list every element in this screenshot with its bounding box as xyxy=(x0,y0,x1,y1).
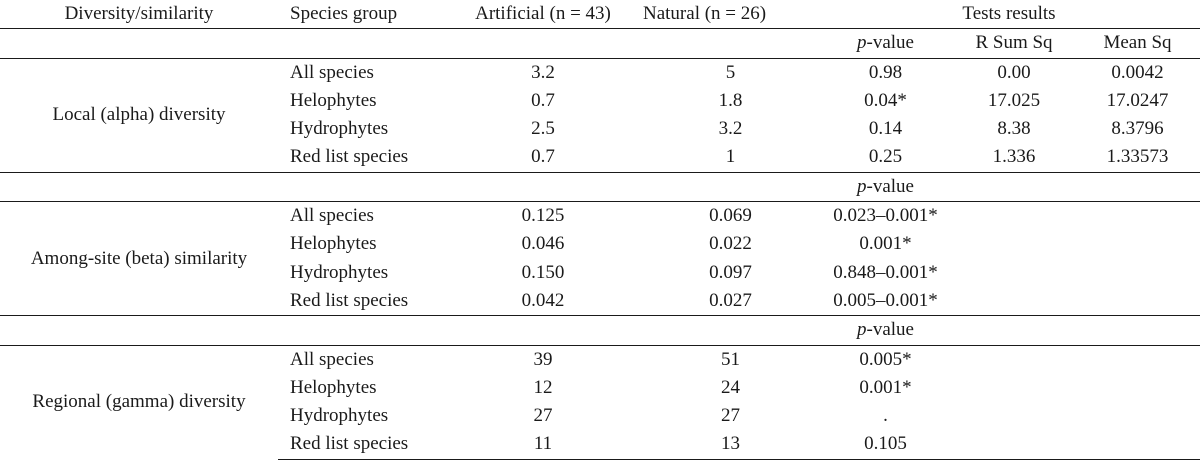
natural-value: 0.027 xyxy=(709,289,752,311)
artificial-value: 2.5 xyxy=(531,118,555,140)
p-value: 0.04* xyxy=(864,89,907,111)
species-group: Helophytes xyxy=(290,89,377,111)
mean-value: 0.0042 xyxy=(1075,57,1200,87)
table-row: Local (alpha) diversity All species 3.2 … xyxy=(0,57,1200,173)
p-value: 0.005–0.001* xyxy=(833,289,938,311)
mean-value: 8.3796 xyxy=(1111,118,1164,140)
table-row: Helophytes 12 24 0.001* xyxy=(0,374,1200,402)
artificial-value: 39 xyxy=(443,344,643,374)
species-group: Hydrophytes xyxy=(290,118,389,140)
rsum-value: 1.336 xyxy=(992,146,1036,168)
p-value: 0.25 xyxy=(868,146,903,168)
section-label: Regional (gamma) diversity xyxy=(0,344,278,460)
subheader-row: p-value R Sum Sq Mean Sq xyxy=(0,28,1200,59)
natural-value: 51 xyxy=(643,344,818,374)
table-row: Helophytes 0.7 1.8 0.04* 17.025 17.0247 xyxy=(0,87,1200,115)
species-group: Red list species xyxy=(290,146,409,168)
table-row: Regional (gamma) diversity All species 3… xyxy=(0,344,1200,460)
header-species-group: Species group xyxy=(290,3,398,24)
species-group: Hydrophytes xyxy=(290,405,389,427)
natural-value: 1.8 xyxy=(718,89,743,111)
species-group: All species xyxy=(278,201,443,231)
artificial-value: 0.046 xyxy=(521,233,565,255)
rsum-label: R Sum Sq xyxy=(953,28,1075,59)
species-group: Hydrophytes xyxy=(290,261,389,283)
natural-value: 0.097 xyxy=(709,261,752,283)
species-group: All species xyxy=(278,344,443,374)
natural-value: 13 xyxy=(643,430,818,460)
table-row: Hydrophytes 27 27 . xyxy=(0,402,1200,430)
table-row: Red list species 0.042 0.027 0.005–0.001… xyxy=(0,287,1200,316)
artificial-value: 0.150 xyxy=(521,261,565,283)
p-value: 0.14 xyxy=(868,118,903,140)
natural-value: 27 xyxy=(721,405,740,427)
mean-value: 17.0247 xyxy=(1106,89,1169,111)
table-row: Red list species 11 13 0.105 xyxy=(0,430,1200,460)
table-row: Hydrophytes 2.5 3.2 0.14 8.38 8.3796 xyxy=(0,115,1200,143)
subheader-row: p-value xyxy=(0,171,1200,202)
rsum-value: 8.38 xyxy=(997,118,1031,140)
table-row: Among-site (beta) similarity All species… xyxy=(0,201,1200,316)
rsum-value: 17.025 xyxy=(987,89,1041,111)
artificial-value: 0.042 xyxy=(521,289,565,311)
section-label: Among-site (beta) similarity xyxy=(0,201,278,316)
natural-value: 0.022 xyxy=(709,233,752,255)
subheader-row: p-value xyxy=(0,315,1200,346)
species-group: Helophytes xyxy=(290,233,377,255)
header-artificial: Artificial (n = 43) xyxy=(475,3,611,24)
table-row: Red list species 0.7 1 0.25 1.336 1.3357… xyxy=(0,143,1200,172)
p-value: 0.001* xyxy=(859,233,912,255)
natural-value: 3.2 xyxy=(718,118,743,140)
p-value: 0.001* xyxy=(859,376,912,398)
table-row: Hydrophytes 0.150 0.097 0.848–0.001* xyxy=(0,259,1200,287)
natural-value: 0.069 xyxy=(643,201,818,231)
artificial-value: 0.7 xyxy=(531,146,555,168)
species-group: Red list species xyxy=(290,289,409,311)
artificial-value: 11 xyxy=(443,430,643,460)
mean-value: 1.33573 xyxy=(1106,146,1169,168)
p-value: 0.98 xyxy=(818,57,953,87)
p-value: . xyxy=(883,405,888,427)
artificial-value: 0.7 xyxy=(531,89,555,111)
species-group: All species xyxy=(278,57,443,87)
p-value: 0.023–0.001* xyxy=(818,201,953,231)
pvalue-label: p-value xyxy=(818,171,953,202)
p-value: 0.105 xyxy=(818,430,953,460)
natural-value: 24 xyxy=(721,376,740,398)
pvalue-label: p-value xyxy=(818,315,953,346)
header-diversity: Diversity/similarity xyxy=(64,3,214,24)
pvalue-label: p-value xyxy=(818,28,953,59)
rsum-value: 0.00 xyxy=(953,57,1075,87)
p-value: 0.005* xyxy=(818,344,953,374)
natural-value: 1 xyxy=(725,146,736,168)
species-group: Red list species xyxy=(278,430,443,460)
header-natural: Natural (n = 26) xyxy=(643,3,767,24)
artificial-value: 12 xyxy=(533,376,553,398)
species-group: Helophytes xyxy=(290,376,377,398)
mean-label: Mean Sq xyxy=(1075,28,1200,59)
artificial-value: 27 xyxy=(533,405,553,427)
natural-value: 5 xyxy=(643,57,818,87)
p-value: 0.848–0.001* xyxy=(833,261,938,283)
header-row: Diversity/similarity Species group Artif… xyxy=(0,0,1200,29)
header-tests-results: Tests results xyxy=(962,3,1056,24)
artificial-value: 3.2 xyxy=(443,57,643,87)
table-row: Helophytes 0.046 0.022 0.001* xyxy=(0,230,1200,258)
artificial-value: 0.125 xyxy=(443,201,643,231)
section-label: Local (alpha) diversity xyxy=(0,57,278,173)
